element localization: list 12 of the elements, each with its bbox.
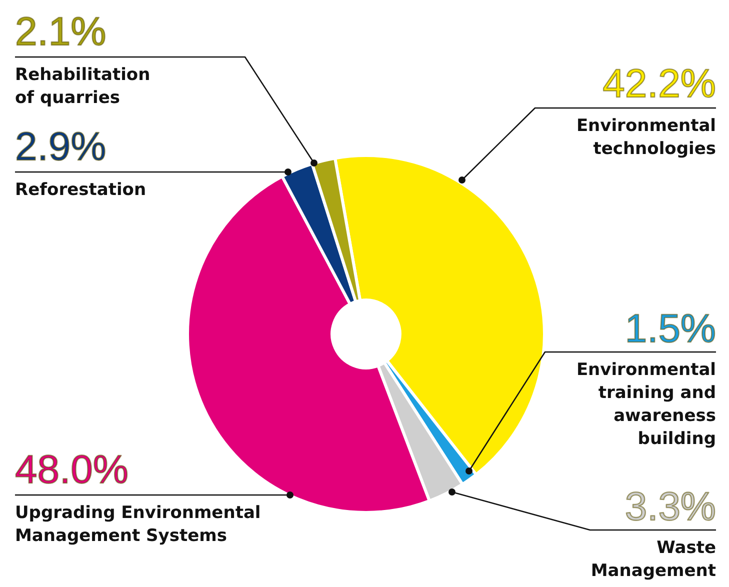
slice-label: Environmental training and awareness building xyxy=(576,360,716,449)
slice-label: Waste Management xyxy=(590,538,716,581)
data-label: 3.3% xyxy=(624,485,716,529)
data-label: 48.0% xyxy=(15,448,128,492)
slice-label: Reforestation xyxy=(15,180,146,200)
data-label: 2.1% xyxy=(15,10,106,54)
slice-label: Rehabilitation of quarries xyxy=(15,65,150,108)
data-label: 1.5% xyxy=(624,307,716,351)
slice-label: Environmental technologies xyxy=(576,116,716,159)
data-label: 42.2% xyxy=(602,62,716,106)
data-label: 2.9% xyxy=(15,125,106,169)
slice-label: Upgrading Environmental Management Systems xyxy=(15,503,261,546)
